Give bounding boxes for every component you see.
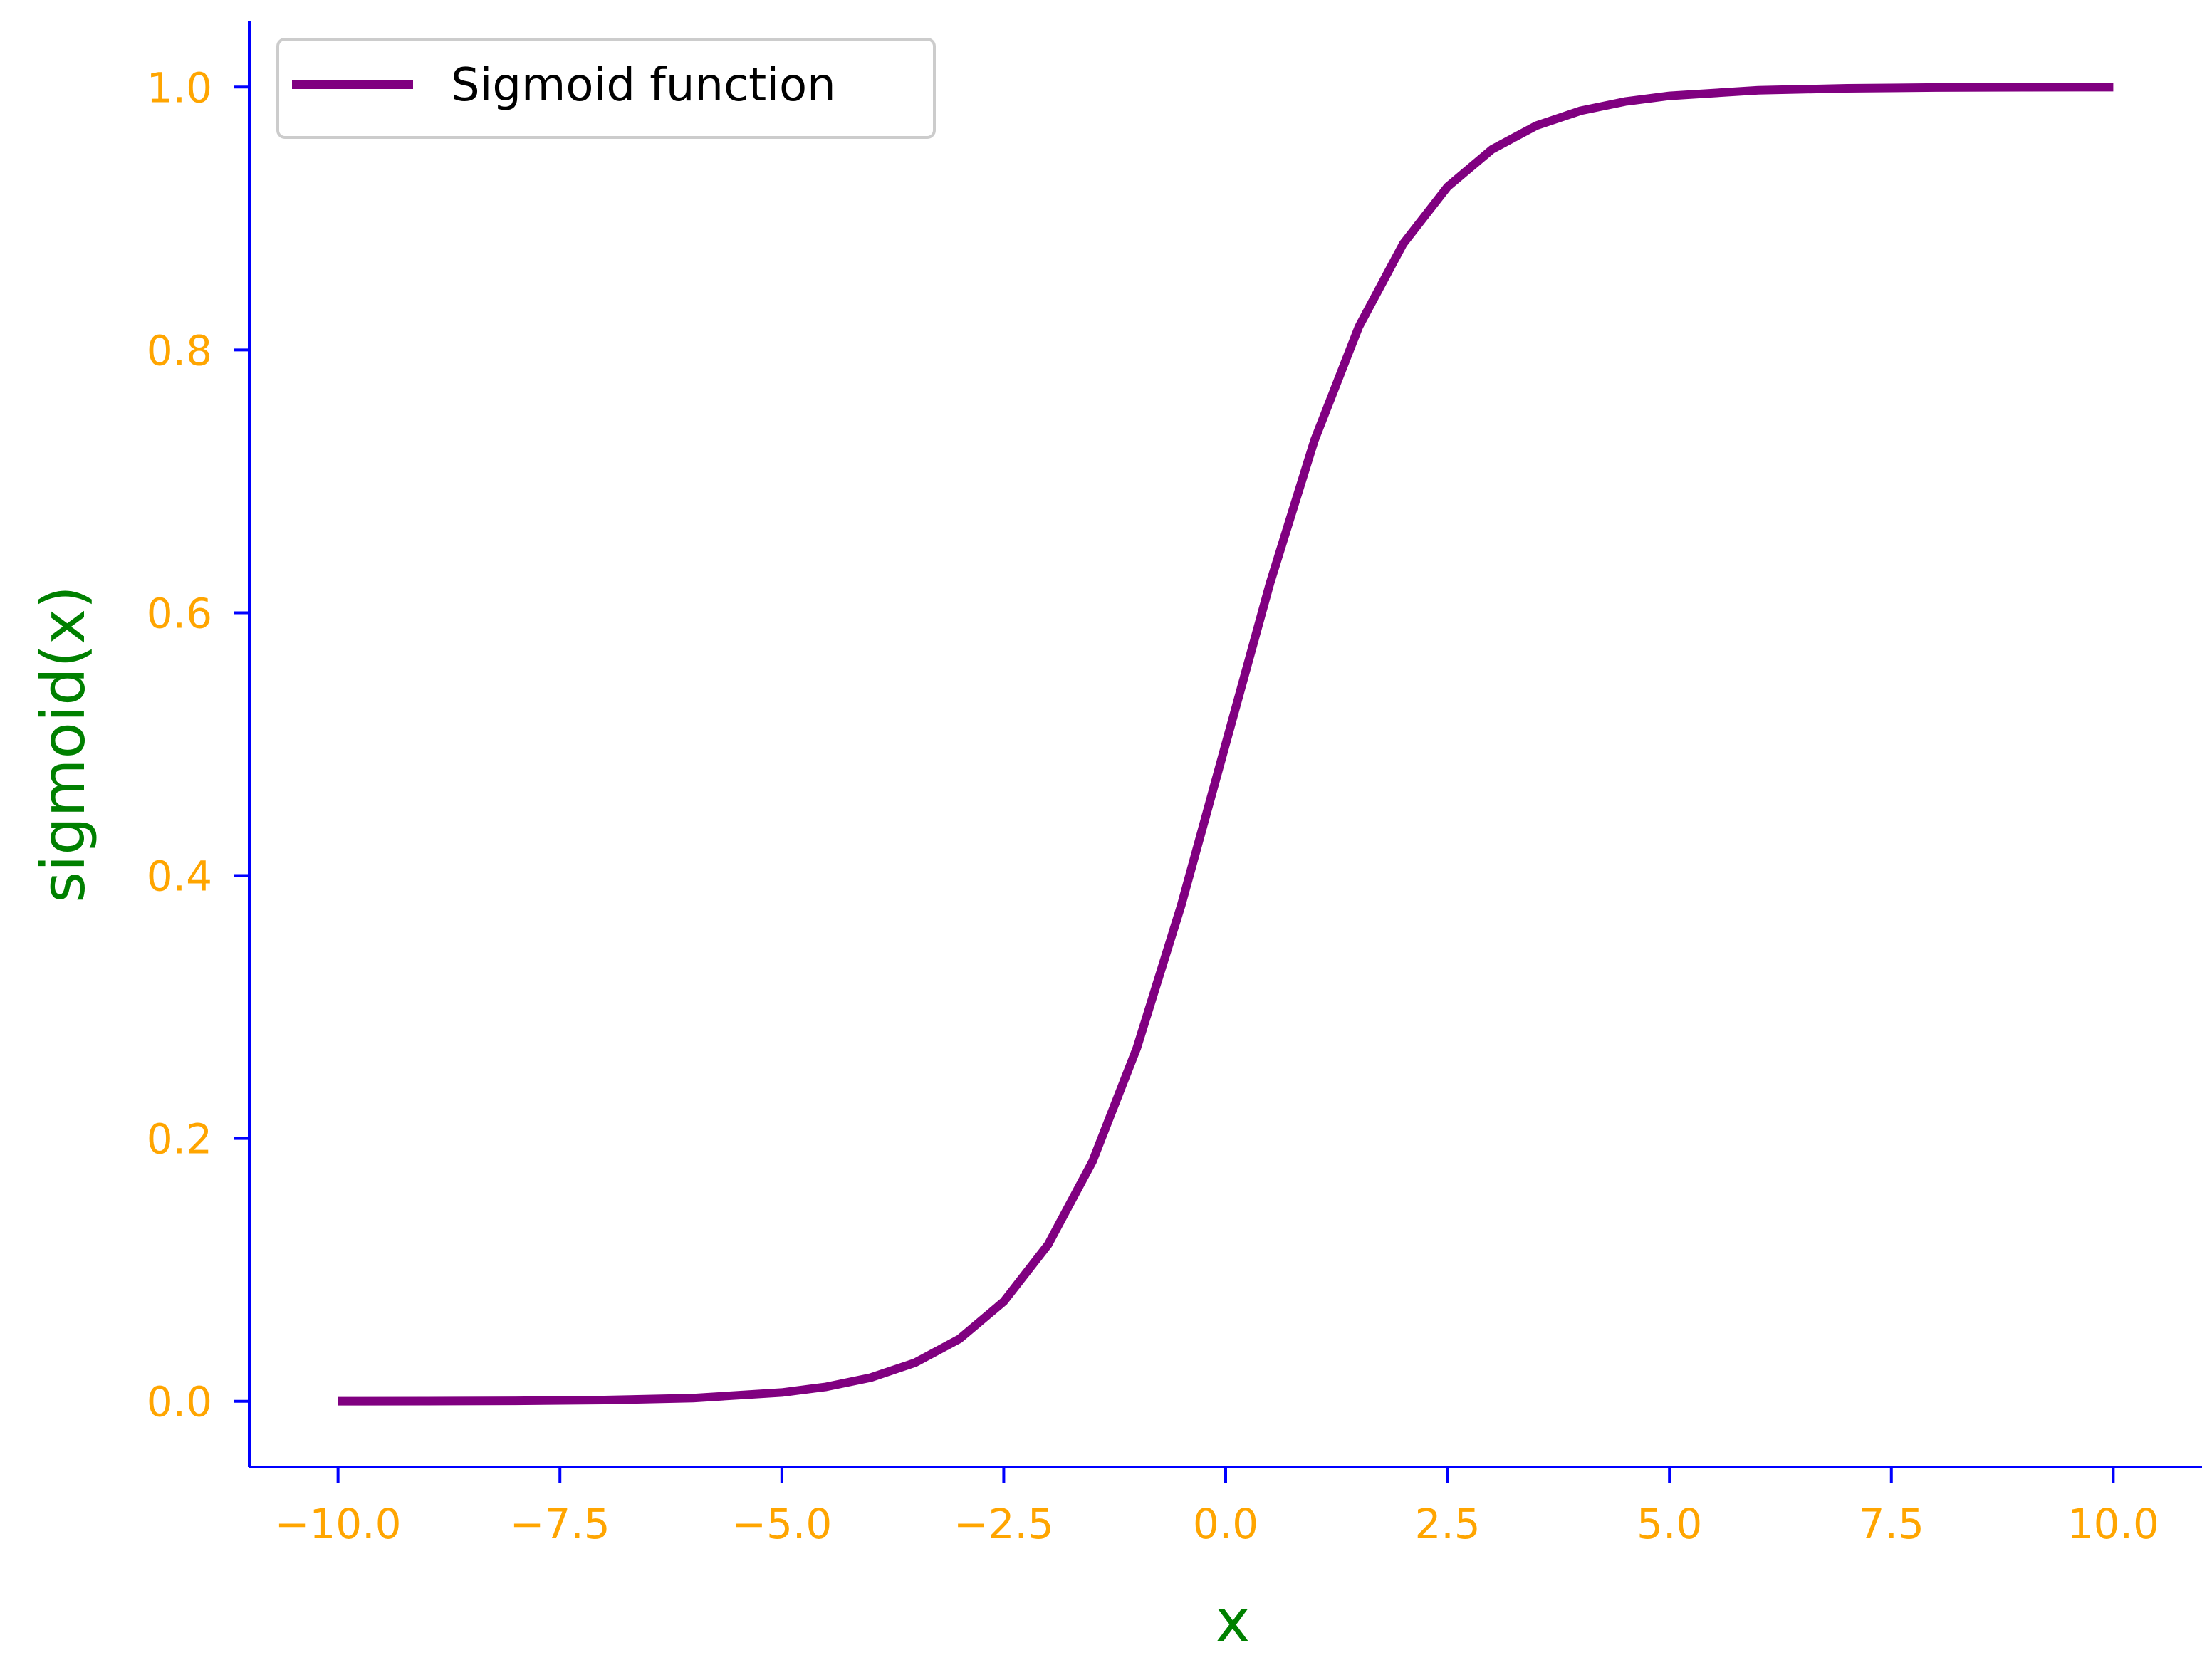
x-axis-title: x	[1215, 1586, 1251, 1655]
y-tick-label: 0.4	[147, 852, 212, 901]
legend-label: Sigmoid function	[451, 59, 836, 112]
y-tick-label: 0.2	[147, 1115, 212, 1164]
y-tick-label: 0.8	[147, 326, 212, 375]
series-line-0	[338, 83, 2114, 1406]
legend: Sigmoid function	[276, 38, 936, 139]
x-tick-label: −7.5	[510, 1500, 610, 1548]
y-ticks: 0.0 0.2 0.4 0.6 0.8 1.0	[147, 63, 249, 1426]
x-tick-label: 7.5	[1859, 1500, 1924, 1548]
plot-area: −10.0 −7.5 −5.0 −2.5 0.0 2.5 5.0 7.5 10.0 0.0 0.2…	[147, 21, 2202, 1548]
x-tick-label: 2.5	[1414, 1500, 1480, 1548]
x-tick-label: 5.0	[1637, 1500, 1702, 1548]
y-tick-label: 0.6	[147, 589, 212, 637]
x-ticks: −10.0 −7.5 −5.0 −2.5 0.0 2.5 5.0 7.5 10.0	[275, 1467, 2159, 1548]
x-tick-label: −2.5	[954, 1500, 1054, 1548]
y-axis-title: sigmoid(x)	[28, 585, 98, 903]
x-tick-label: −10.0	[275, 1500, 402, 1548]
y-tick-label: 1.0	[147, 63, 212, 112]
x-tick-label: 10.0	[2067, 1500, 2159, 1548]
series-layer	[338, 83, 2114, 1406]
x-tick-label: −5.0	[731, 1500, 832, 1548]
y-tick-label: 0.0	[147, 1378, 212, 1426]
legend-box	[276, 38, 936, 139]
x-tick-label: 0.0	[1193, 1500, 1258, 1548]
